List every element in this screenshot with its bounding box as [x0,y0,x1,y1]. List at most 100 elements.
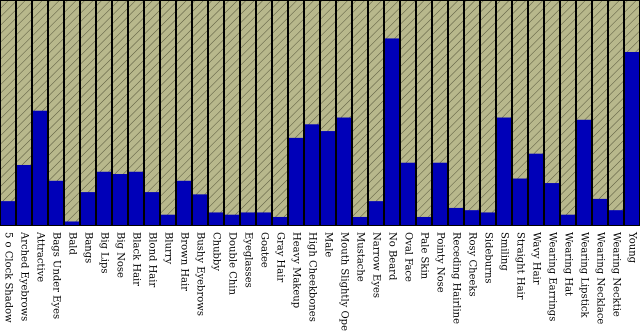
bar-outline [544,0,560,226]
bar [608,210,624,226]
x-tick-label: Straight Hair [515,232,526,300]
x-tick-label: Eyeglasses [243,232,254,288]
bar [384,38,400,226]
bar-background [240,0,256,226]
bar-background [96,0,112,226]
bar-outline [240,0,256,226]
bar-outline [320,0,336,226]
bar [544,183,560,226]
bar-background [80,0,96,226]
bar-outline [448,0,464,226]
bar [416,216,432,226]
bar-background [192,0,208,226]
x-tick-label: Mustache [355,232,366,282]
bar-outline [192,0,208,226]
bar-outline [432,0,448,226]
x-tick-label: Mouth Slightly Open [339,232,350,331]
bar [48,180,64,226]
bar-outline [512,0,528,226]
x-tick-label: Heavy Makeup [291,232,302,308]
bar-background [256,0,272,226]
bar-outline [144,0,160,226]
bar [336,117,352,226]
x-tick-label: Pale Skin [419,232,430,280]
x-tick-label: Bags Under Eyes [51,232,62,319]
bar-background [448,0,464,226]
bar [144,192,160,226]
x-tick-label: Sideburns [483,232,494,284]
bar [496,117,512,226]
x-tick-label: Big Lips [99,232,110,274]
bar [368,201,384,226]
bar-outline [64,0,80,226]
bar [256,212,272,226]
x-tick-label: Oval Face [403,232,414,282]
x-tick-label: Narrow Eyes [371,232,382,298]
bar-background [368,0,384,226]
bar [576,119,592,226]
bar-outline [80,0,96,226]
bar-background [128,0,144,226]
bar [64,221,80,226]
bar-outline [400,0,416,226]
x-tick-label: Big Nose [115,232,126,278]
bar-outline [16,0,32,226]
x-tick-label: Goatee [259,232,270,268]
x-tick-label: Smiling [499,232,510,271]
x-tick-label: Blurry [163,232,174,265]
bar [128,171,144,226]
bar [400,162,416,226]
bar [432,162,448,226]
bar-outline [128,0,144,226]
x-tick-label: Wearing Lipstick [579,232,590,319]
bar-outline [176,0,192,226]
bar-background [560,0,576,226]
bar [624,51,640,227]
x-tick-label: Double Chin [227,232,238,295]
bar [320,131,336,226]
bar-outline [368,0,384,226]
bar [80,192,96,226]
bar [512,178,528,226]
x-tick-label: Male [323,232,334,257]
bar [304,124,320,226]
x-tick-label: Brown Hair [179,232,190,291]
bar-outline [464,0,480,226]
x-tick-label: Young [627,231,638,264]
bar-background [224,0,240,226]
bar [176,180,192,226]
bar [272,216,288,226]
bar [560,214,576,226]
x-tick-label: Blond Hair [147,232,158,287]
bar-outline [48,0,64,226]
bar [192,194,208,226]
bar-outline [496,0,512,226]
bar-background [272,0,288,226]
bar [32,110,48,226]
bar-outline [96,0,112,226]
bar-outline [528,0,544,226]
bar-outline [32,0,48,226]
bar-background [544,0,560,226]
bar [240,212,256,226]
bar-outline [224,0,240,226]
bar-background [144,0,160,226]
x-tick-label: Receding Hairline [451,232,462,324]
bar-background [608,0,624,226]
x-tick-label: Wearing Necklace [595,232,606,324]
bar [288,137,304,226]
bar-background [592,0,608,226]
bar-outline [256,0,272,226]
x-tick-label: Wearing Necktie [611,232,622,317]
x-tick-label: 5 o Clock Shadow [3,232,14,323]
bar-outline [560,0,576,226]
x-tick-label: Bald [67,232,78,256]
bar-outline [160,0,176,226]
bar-outline [112,0,128,226]
x-tick-label: Pointy Nose [435,232,446,293]
bar [224,214,240,226]
bar-background [0,0,16,226]
bar [16,164,32,226]
